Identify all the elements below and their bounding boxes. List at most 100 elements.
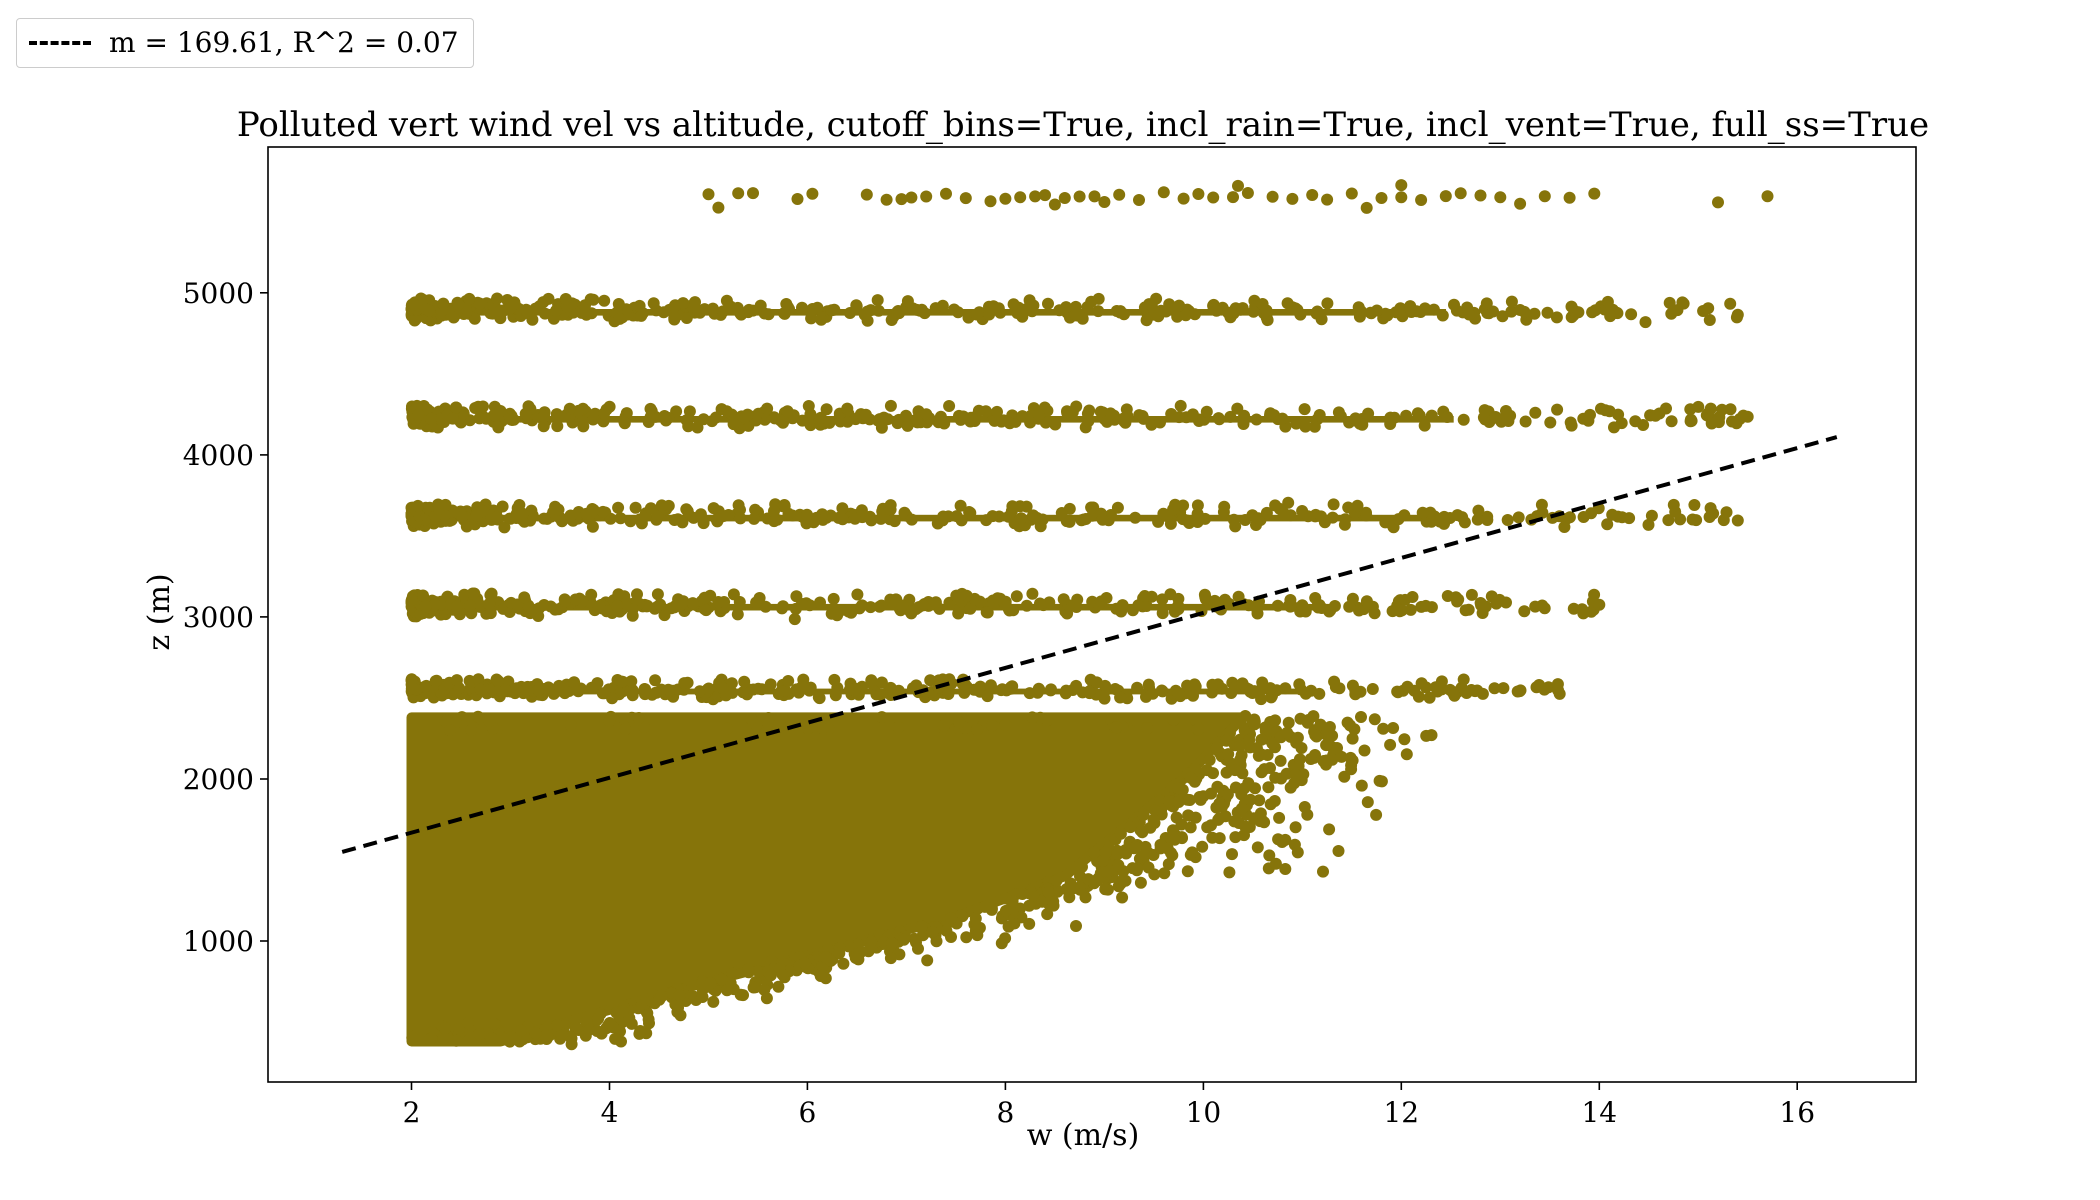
band-point-level-4880: [717, 305, 729, 318]
band-point-level-2540: [1098, 692, 1111, 705]
band-point-level-3610: [884, 499, 897, 512]
band-point-level-4220: [1137, 412, 1150, 425]
main-cloud-point: [953, 716, 966, 729]
band-point-level-4220: [841, 402, 854, 415]
band-point-level-3610: [905, 513, 918, 526]
band-point-level-3610: [734, 512, 747, 525]
band-point-level-2540: [406, 681, 419, 694]
band-point-level-5600: [1157, 186, 1170, 199]
band-point-level-2540: [843, 683, 856, 696]
band-point-level-2540: [1090, 676, 1103, 689]
band-point-level-2540: [429, 675, 442, 688]
band-point-level-2540: [1255, 693, 1268, 706]
band-point-level-3060: [484, 607, 497, 620]
main-cloud-point: [616, 1005, 629, 1018]
main-cloud-point: [721, 722, 734, 735]
band-point-level-4880: [474, 297, 486, 310]
band-point-level-5600: [1266, 190, 1279, 203]
band-point-level-4220: [1174, 399, 1187, 412]
x-tick-label: 16: [1779, 1096, 1815, 1129]
main-cloud-point: [1269, 771, 1282, 784]
main-cloud-point: [443, 724, 456, 737]
band-point-level-4220: [781, 405, 794, 418]
main-cloud-point: [1134, 876, 1147, 889]
band-point-level-4220: [954, 413, 967, 426]
band-point-level-4880: [992, 302, 1005, 315]
band-point-level-4220: [598, 407, 611, 420]
main-cloud-point: [423, 1033, 436, 1046]
main-cloud-point: [1116, 891, 1129, 904]
band-point-level-2540: [945, 677, 958, 690]
band-point-level-2540: [764, 678, 777, 691]
main-cloud-point: [776, 968, 789, 981]
band-point-level-4220: [1264, 407, 1277, 420]
band-point-level-3060: [700, 604, 713, 617]
main-cloud-point: [1193, 791, 1206, 803]
main-cloud-point: [941, 714, 954, 727]
band-point-level-3610: [1111, 501, 1124, 514]
band-point-level-3610: [587, 504, 600, 516]
main-cloud-point: [1070, 920, 1082, 932]
band-point-level-5600: [1048, 198, 1061, 211]
band-point-level-4880: [1528, 307, 1541, 320]
main-cloud-point: [819, 951, 832, 964]
main-cloud-point: [1228, 815, 1241, 828]
band-point-level-2540: [1293, 678, 1306, 691]
band-point-level-3060: [864, 601, 877, 614]
band-point-level-3610: [1085, 501, 1098, 514]
band-point-level-2540: [1083, 685, 1096, 698]
band-point-level-2540: [1460, 687, 1473, 699]
band-point-level-4220: [1660, 402, 1672, 415]
band-point-level-3060: [1232, 590, 1245, 603]
band-point-level-4220: [1224, 410, 1237, 423]
main-point-cloud: [406, 712, 1248, 1047]
band-point-level-2540: [1349, 684, 1362, 697]
band-point-level-4220: [768, 412, 781, 425]
band-point-level-4880: [1427, 303, 1440, 316]
band-point-level-3610: [1434, 515, 1446, 528]
band-point-level-4880: [1370, 304, 1383, 317]
band-point-level-4880: [1677, 297, 1690, 310]
main-cloud-point: [1023, 899, 1036, 912]
main-cloud-point: [1184, 771, 1197, 784]
band-point-level-2540: [782, 675, 795, 687]
band-point-level-3610: [1227, 513, 1240, 526]
band-point-level-3610: [800, 517, 813, 530]
band-point-level-3060: [611, 599, 624, 612]
main-cloud-point: [1355, 711, 1367, 723]
band-point-level-4880: [408, 298, 421, 311]
main-cloud-point: [515, 1024, 528, 1037]
band-point-level-2540: [664, 684, 677, 697]
main-cloud-point: [1203, 754, 1216, 766]
band-point-level-2540: [1206, 678, 1219, 691]
band-point-level-2540: [1279, 682, 1292, 695]
band-point-level-4880: [720, 294, 733, 307]
band-point-level-3060: [1026, 587, 1039, 600]
band-point-level-3610: [1077, 513, 1090, 526]
band-point-level-4880: [731, 301, 744, 314]
band-point-level-4220: [1213, 413, 1226, 426]
main-cloud-point: [1281, 726, 1294, 739]
band-point-level-3610: [655, 499, 668, 512]
main-cloud-point: [1008, 917, 1021, 930]
band-point-level-4880: [584, 293, 597, 306]
band-point-level-5600: [1494, 191, 1507, 204]
band-point-level-2540: [1401, 680, 1414, 693]
band-point-level-5600: [1538, 190, 1551, 203]
main-cloud-point: [1273, 811, 1286, 824]
band-point-level-5600: [1395, 191, 1408, 204]
band-point-level-3610: [1191, 516, 1204, 528]
main-cloud-point: [1368, 713, 1381, 726]
band-point-level-4880: [647, 297, 660, 310]
band-point-level-3060: [419, 600, 432, 613]
main-cloud-point: [908, 932, 921, 945]
band-point-level-5600: [1712, 196, 1724, 209]
plot-frame: [267, 146, 1917, 1083]
band-point-level-4220: [1094, 405, 1107, 418]
axes-layer: [267, 146, 1917, 1083]
band-point-level-3060: [1116, 599, 1129, 612]
band-point-level-4220: [1154, 416, 1166, 429]
band-point-level-4880: [871, 294, 884, 307]
band-point-level-4880: [668, 311, 681, 324]
